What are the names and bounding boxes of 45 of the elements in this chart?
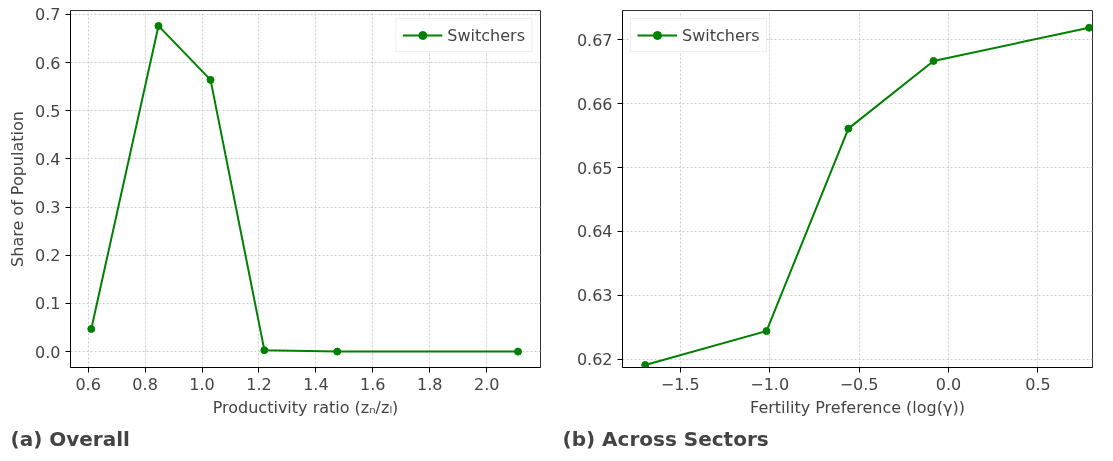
y-tick-label: 0.64 <box>576 222 613 242</box>
text: (b) Across Sectors <box>562 426 769 451</box>
y-axis-title: Share of Population <box>8 111 28 267</box>
y-tick-label: 0.67 <box>576 30 613 50</box>
point <box>514 347 523 356</box>
point <box>87 324 96 333</box>
x-tick-label: 1.6 <box>360 374 386 394</box>
legend-label: Switchers <box>682 25 760 45</box>
x-tick-label: 1.0 <box>189 374 215 394</box>
y-tick-label: 0.5 <box>35 101 61 121</box>
point <box>929 56 938 65</box>
point <box>762 327 771 336</box>
y-tick-label: 0.66 <box>576 94 613 114</box>
point <box>154 21 163 30</box>
legend-label: Switchers <box>447 25 525 45</box>
x-tick-label: 0.8 <box>132 374 158 394</box>
y-tick-label: 0.3 <box>35 198 61 218</box>
x-tick-label: 2.0 <box>473 374 500 394</box>
y-tick-label: 0.2 <box>35 246 61 266</box>
x-tick-label: 1.4 <box>303 374 329 394</box>
y-tick-label: 0.0 <box>35 342 61 362</box>
y-tick-label: 0.4 <box>35 149 61 169</box>
point <box>844 124 853 133</box>
x-tick-label: −0.5 <box>839 374 879 394</box>
point <box>260 346 269 355</box>
x-tick-label: 0.6 <box>75 374 101 394</box>
y-tick-label: 0.6 <box>35 53 61 73</box>
x-tick-label: −1.0 <box>750 374 790 394</box>
point <box>206 75 215 84</box>
y-tick-label: 0.63 <box>576 286 613 306</box>
point <box>1085 23 1093 32</box>
text: (a) Overall <box>10 426 130 451</box>
x-tick-label: 1.8 <box>417 374 443 394</box>
point <box>333 347 342 356</box>
x-axis-title: Fertility Preference (log(γ)) <box>750 397 965 417</box>
y-tick-label: 0.65 <box>576 158 613 178</box>
x-tick-label: 1.2 <box>246 374 272 394</box>
y-tick-label: 0.62 <box>576 350 613 370</box>
x-axis-title: Productivity ratio (zₙ/zₗ) <box>212 397 399 417</box>
point <box>641 360 650 368</box>
y-tick-label: 0.1 <box>35 294 61 314</box>
x-tick-label: 0.0 <box>935 374 962 394</box>
x-tick-label: 0.5 <box>1025 374 1051 394</box>
y-tick-label: 0.7 <box>35 5 61 25</box>
x-tick-label: −1.5 <box>660 374 700 394</box>
